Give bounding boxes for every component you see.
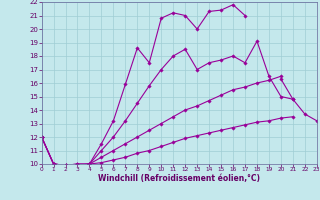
X-axis label: Windchill (Refroidissement éolien,°C): Windchill (Refroidissement éolien,°C): [98, 174, 260, 183]
